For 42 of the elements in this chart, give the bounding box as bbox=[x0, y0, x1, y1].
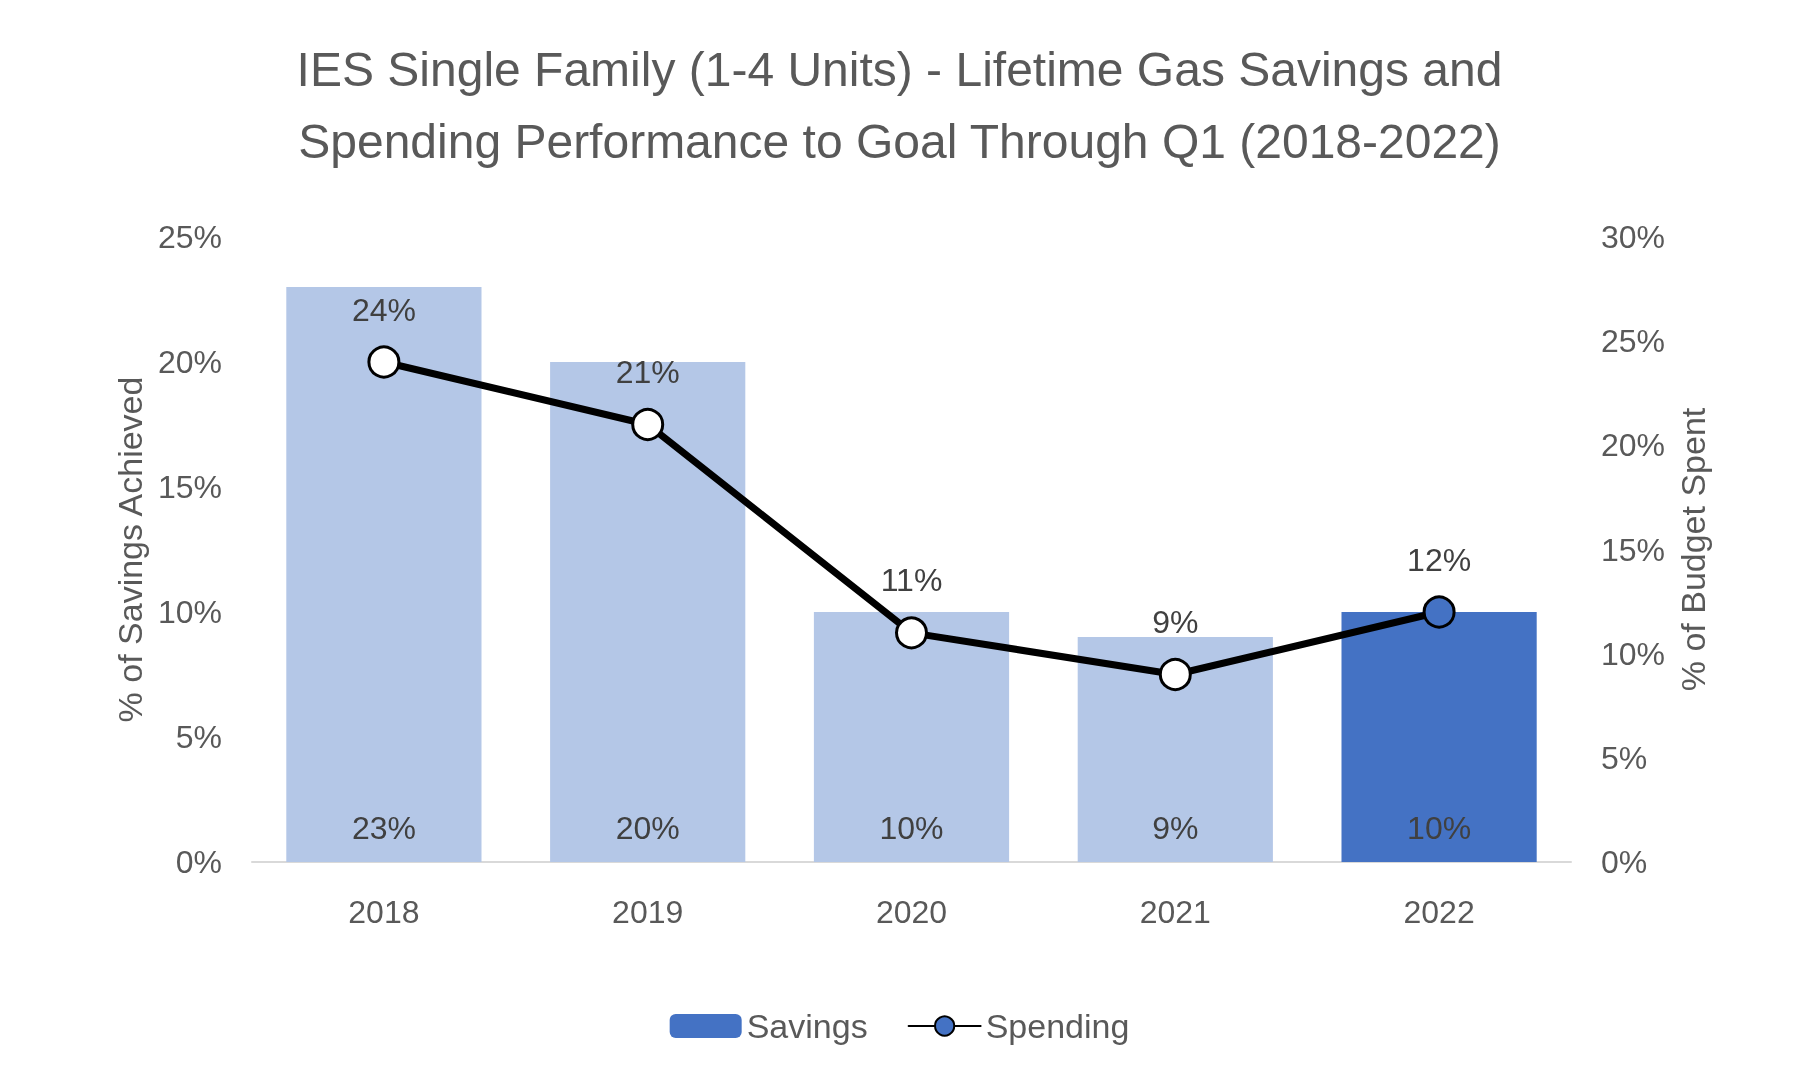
bar bbox=[1077, 637, 1273, 862]
data-label: 20% bbox=[615, 810, 680, 846]
point bbox=[895, 616, 928, 650]
y2-tick-label: 20% bbox=[1601, 427, 1666, 464]
x-tick-label: 2018 bbox=[348, 894, 420, 930]
y-tick-label: 0% bbox=[175, 844, 222, 880]
x-tick-label: 2020 bbox=[875, 894, 948, 930]
data-label: 11% bbox=[880, 562, 943, 599]
y2-tick-label: 10% bbox=[1601, 635, 1666, 672]
bar bbox=[286, 287, 482, 862]
y-tick-label: 5% bbox=[175, 719, 222, 755]
y2-axis-title: % of Budget Spent bbox=[1673, 407, 1712, 692]
data-label: 9% bbox=[1152, 810, 1199, 846]
legend-label: Spending bbox=[985, 1007, 1130, 1045]
y-axis-title: % of Savings Achieved bbox=[111, 376, 150, 723]
y2-tick-label: 25% bbox=[1601, 323, 1666, 360]
bar bbox=[813, 612, 1010, 862]
data-label: 12% bbox=[1407, 541, 1472, 578]
point bbox=[1158, 658, 1192, 691]
y2-tick-label: 30% bbox=[1601, 219, 1666, 255]
data-label: 10% bbox=[879, 810, 944, 846]
x-tick-label: 2019 bbox=[612, 894, 684, 930]
data-label: 9% bbox=[1152, 604, 1199, 640]
x-tick-label: 2022 bbox=[1403, 894, 1475, 930]
data-label: 24% bbox=[351, 291, 416, 328]
y2-tick-label: 0% bbox=[1601, 844, 1648, 880]
data-label: 21% bbox=[615, 354, 680, 390]
bar bbox=[550, 362, 746, 862]
point bbox=[631, 408, 665, 441]
y-tick-label: 20% bbox=[157, 344, 222, 380]
x-tick-label: 2021 bbox=[1139, 894, 1211, 930]
y-tick-label: 15% bbox=[157, 469, 222, 505]
point bbox=[1422, 595, 1456, 629]
data-label: 10% bbox=[1407, 810, 1472, 846]
y2-tick-label: 15% bbox=[1601, 531, 1666, 568]
data-label: 23% bbox=[351, 810, 416, 846]
y-tick-label: 25% bbox=[157, 219, 222, 255]
y-tick-label: 10% bbox=[157, 594, 222, 630]
point bbox=[367, 345, 401, 379]
chart-title: IES Single Family (1-4 Units) - Lifetime Gas Savings and Spending Performance to Goal Through Q1 (2018-2022) bbox=[296, 42, 1503, 168]
y2-tick-label: 5% bbox=[1601, 739, 1648, 776]
legend-label: Savings bbox=[746, 1007, 868, 1045]
